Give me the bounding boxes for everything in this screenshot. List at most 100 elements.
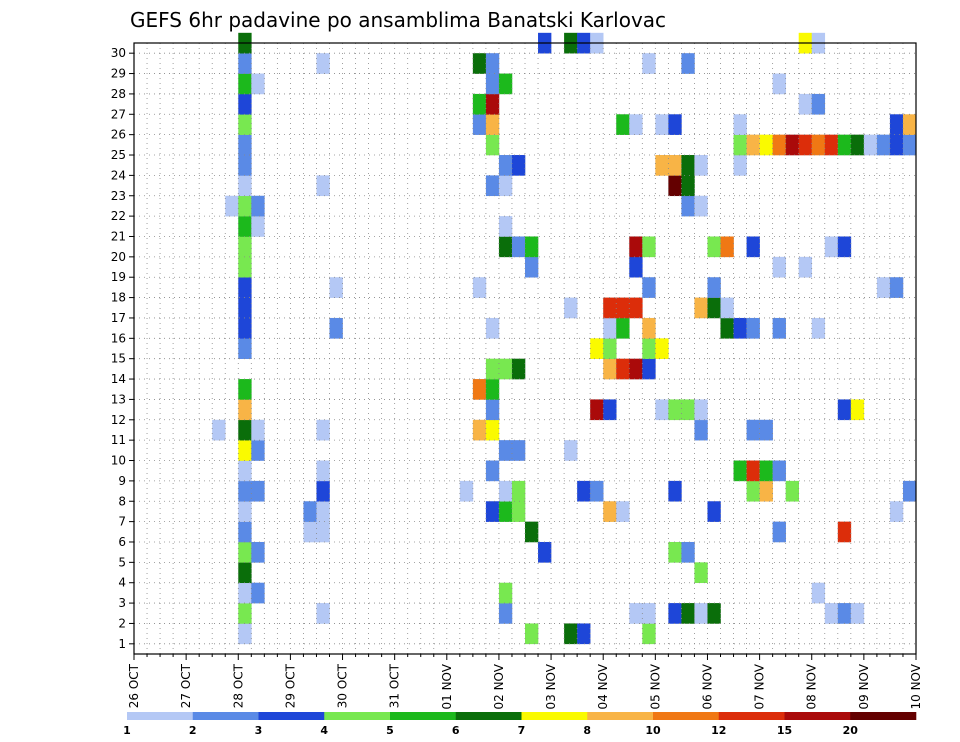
precip-cell xyxy=(629,256,643,278)
precip-cell xyxy=(733,155,747,176)
precip-cell xyxy=(876,134,891,156)
precip-cell xyxy=(525,236,539,258)
precip-cell xyxy=(511,440,526,461)
precip-cell xyxy=(746,317,760,339)
precip-cell xyxy=(681,399,695,421)
y-tick-label: 3 xyxy=(118,596,126,610)
precip-cell xyxy=(655,114,669,135)
precip-cell xyxy=(238,155,252,176)
precip-cell xyxy=(485,419,500,441)
precip-cell xyxy=(642,338,656,359)
colorbar-segment xyxy=(521,712,588,720)
y-tick-label: 8 xyxy=(118,494,126,508)
precip-cell xyxy=(251,541,265,563)
precip-cell xyxy=(577,480,591,502)
x-tick-label: 30 OCT xyxy=(336,663,350,708)
precip-cell xyxy=(798,134,813,156)
precip-cell xyxy=(238,114,252,135)
precip-cell xyxy=(238,195,252,217)
x-tick-label: 09 NOV xyxy=(857,663,871,709)
y-tick-label: 7 xyxy=(118,515,126,529)
precip-cell xyxy=(316,480,330,502)
precip-cell xyxy=(498,603,513,624)
precip-cell xyxy=(238,317,252,339)
precip-cell xyxy=(485,399,500,421)
x-tick-label: 05 NOV xyxy=(648,663,662,709)
precip-cell xyxy=(316,53,330,74)
precip-cell xyxy=(798,256,813,278)
precip-cell xyxy=(498,175,513,197)
y-tick-label: 16 xyxy=(111,331,126,345)
colorbar-label: 3 xyxy=(255,724,263,737)
y-tick-label: 15 xyxy=(111,352,126,366)
y-tick-label: 17 xyxy=(111,311,126,325)
precip-cell xyxy=(251,480,265,502)
x-tick-label: 02 NOV xyxy=(492,663,506,709)
precip-cell xyxy=(772,73,786,95)
precip-cell xyxy=(681,603,695,624)
x-tick-label: 08 NOV xyxy=(805,663,819,709)
precip-cell xyxy=(694,195,708,217)
precip-cell xyxy=(603,358,617,380)
precip-cell xyxy=(681,175,695,197)
precip-cell xyxy=(238,419,252,441)
precip-cell xyxy=(733,134,747,156)
precip-cell xyxy=(616,114,630,135)
y-tick-label: 12 xyxy=(111,413,126,427)
precip-cell xyxy=(511,358,526,380)
precip-cell xyxy=(902,480,917,502)
precip-cell xyxy=(498,440,513,461)
precip-cell xyxy=(772,317,786,339)
precip-cell xyxy=(824,236,839,258)
precip-cell xyxy=(668,541,682,563)
precip-cell xyxy=(850,134,865,156)
y-tick-label: 14 xyxy=(111,372,126,386)
precip-cell xyxy=(733,460,747,482)
precip-cell xyxy=(485,379,500,400)
precip-cell xyxy=(863,134,878,156)
y-tick-label: 22 xyxy=(111,209,126,223)
precip-cell xyxy=(238,440,252,461)
precip-cell xyxy=(238,277,252,298)
precip-cell xyxy=(668,399,682,421)
precip-cell xyxy=(238,134,252,156)
precip-cell xyxy=(889,501,904,522)
precip-cell xyxy=(655,338,669,359)
precip-cell xyxy=(459,480,474,502)
precip-cell xyxy=(511,480,526,502)
precip-cell xyxy=(772,521,786,543)
precip-cell xyxy=(251,216,265,237)
precip-cell xyxy=(746,134,760,156)
x-tick-label: 27 OCT xyxy=(179,663,193,708)
precip-cell xyxy=(694,603,708,624)
y-tick-label: 10 xyxy=(111,454,126,468)
colorbar-segment xyxy=(324,712,391,720)
precip-cell xyxy=(681,541,695,563)
precip-cell xyxy=(811,582,826,604)
precip-cell xyxy=(837,521,852,543)
x-tick-label: 28 OCT xyxy=(231,663,245,708)
x-tick-label: 10 NOV xyxy=(909,663,923,709)
colorbar-label: 20 xyxy=(843,724,859,737)
precip-cell xyxy=(759,460,773,482)
precip-cell xyxy=(603,399,617,421)
precip-cell xyxy=(485,358,500,380)
y-tick-label: 21 xyxy=(111,229,126,243)
precip-cell xyxy=(850,399,865,421)
colorbar-label: 7 xyxy=(518,724,526,737)
precip-cell xyxy=(668,480,682,502)
precip-cell xyxy=(590,338,604,359)
precip-cell xyxy=(238,623,252,645)
precip-cell xyxy=(238,93,252,115)
precip-cell xyxy=(811,134,826,156)
precip-cell xyxy=(850,603,865,624)
precip-cell xyxy=(251,195,265,217)
precip-cell xyxy=(238,175,252,197)
precip-cell xyxy=(655,155,669,176)
precip-cell xyxy=(603,317,617,339)
precip-cell xyxy=(485,460,500,482)
precip-cell xyxy=(694,562,708,584)
precip-cell xyxy=(642,317,656,339)
precip-cell xyxy=(498,216,513,237)
precip-cell xyxy=(238,236,252,258)
